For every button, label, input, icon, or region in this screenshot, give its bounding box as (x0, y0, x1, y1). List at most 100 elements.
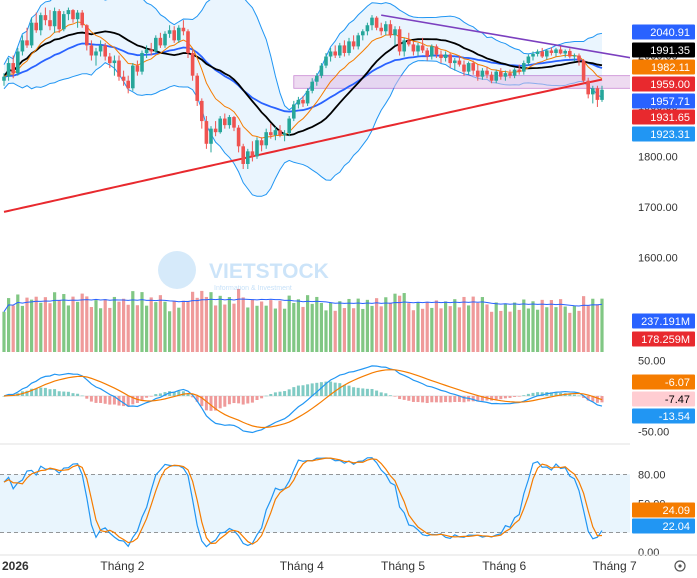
macd-histogram-bar (149, 396, 153, 397)
candle (430, 44, 434, 60)
candle-body (365, 25, 370, 32)
candle-body (434, 46, 439, 55)
volume-bar (301, 306, 305, 352)
candle-body (85, 25, 89, 46)
candle (218, 116, 222, 134)
macd-histogram-bar (471, 396, 475, 402)
candle-body (503, 73, 508, 77)
macd-value-tag-bg (632, 391, 695, 407)
candle-body (310, 81, 314, 91)
macd-histogram-bar (25, 390, 29, 396)
stochastic-tick-label: 80.00 (638, 469, 666, 481)
candle-body (103, 45, 107, 57)
candle (361, 29, 365, 41)
volume-bar (388, 302, 392, 352)
candle (236, 125, 241, 153)
volume-bar (181, 300, 185, 352)
candle-body (416, 45, 420, 52)
candle-body (351, 41, 356, 47)
macd-histogram-bar (407, 396, 411, 401)
candle-body (6, 63, 11, 77)
volume-bar (278, 300, 282, 352)
candle (6, 58, 11, 81)
candle-body (480, 70, 485, 77)
axis-background (630, 0, 697, 555)
candle (384, 21, 388, 36)
candle (462, 60, 466, 76)
macd-histogram-bar (94, 396, 98, 403)
candle (62, 11, 66, 32)
volume-bar (131, 291, 135, 352)
macd-histogram-bar (421, 396, 425, 403)
candle (535, 49, 540, 57)
candle-body (117, 60, 121, 77)
candle (103, 42, 107, 61)
settings-icon[interactable] (674, 560, 686, 572)
macd-histogram-bar (30, 388, 34, 396)
macd-histogram-bar (122, 396, 126, 407)
candle (172, 26, 176, 43)
volume-bar (545, 307, 549, 352)
candle-body (563, 50, 567, 54)
volume-bar (117, 301, 121, 352)
macd-histogram-bar (237, 396, 241, 404)
macd-histogram-bar (425, 396, 429, 404)
candle (43, 7, 48, 26)
candle (296, 96, 301, 109)
candle (471, 60, 475, 75)
macd-histogram-bar (273, 392, 277, 396)
macd-histogram-bar (145, 396, 149, 398)
volume-bar (2, 311, 6, 352)
candle-body (172, 30, 176, 41)
candle (512, 68, 517, 79)
candle (112, 55, 117, 76)
volume-bar (57, 300, 61, 352)
candle (287, 116, 291, 137)
stochastic-tick-label: 0.00 (638, 547, 659, 559)
candle (439, 50, 443, 64)
candle (393, 26, 397, 46)
volume-bar (140, 292, 144, 352)
candle-body (558, 49, 563, 54)
volume-bar (600, 298, 604, 352)
candle (328, 47, 333, 62)
macd-histogram-bar (53, 389, 57, 396)
candle (39, 12, 43, 36)
macd-histogram-bar (582, 396, 586, 398)
candle (48, 10, 52, 31)
candle (517, 64, 521, 75)
volume-bar (457, 307, 461, 352)
macd-histogram-bar (43, 387, 47, 396)
macd-histogram-bar (554, 392, 558, 396)
macd-histogram-bar (388, 395, 392, 396)
macd-histogram-bar (439, 396, 443, 403)
macd-histogram-bar (278, 391, 282, 396)
price-value-tag-bg (632, 76, 695, 92)
volume-bar (154, 302, 158, 352)
volume-bar (407, 303, 411, 352)
candle (255, 137, 259, 159)
candle-body (57, 11, 61, 30)
candle (98, 40, 103, 57)
volume-bar (490, 311, 494, 352)
candle (190, 50, 195, 81)
macd-histogram-bar (255, 396, 259, 400)
volume-value-tag: 178.259M (641, 334, 690, 346)
volume-bar (25, 297, 29, 352)
volume-bar (172, 300, 176, 352)
candle-body (126, 80, 130, 89)
candle (416, 42, 420, 57)
candle (558, 46, 563, 55)
candle (595, 85, 600, 107)
volume-bar (517, 309, 521, 352)
volume-bar (586, 305, 590, 352)
candle-body (94, 51, 98, 56)
candle-body (517, 69, 521, 72)
candle (278, 125, 282, 138)
macd-histogram-bar (223, 396, 227, 407)
macd-histogram-bar (453, 396, 457, 403)
candle-body (186, 31, 190, 53)
candle (200, 98, 204, 129)
candle-body (112, 60, 117, 64)
candle-body (292, 104, 296, 119)
